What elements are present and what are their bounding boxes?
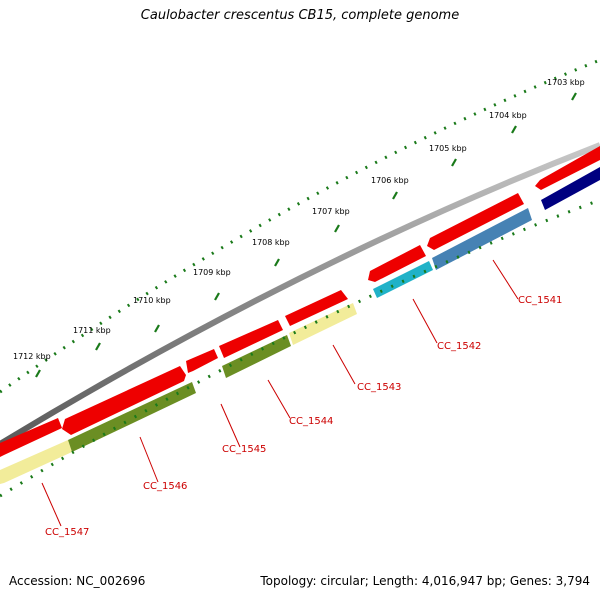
label-leaders: [41, 259, 519, 527]
ruler-dotted-arc: [0, 58, 600, 394]
ruler-tick: [95, 342, 101, 351]
feature-olive: [222, 335, 291, 378]
inner-dotted-arc: [0, 198, 600, 498]
gene-label-cc1543[interactable]: CC_1543: [357, 382, 401, 393]
cds-arrow: [427, 193, 524, 250]
cds-arrow: [368, 245, 426, 282]
ruler-label-1703: 1703 kbp: [547, 78, 585, 87]
leader-line: [267, 379, 291, 419]
ruler-label-1705: 1705 kbp: [429, 144, 467, 153]
ruler-label-1711: 1711 kbp: [73, 326, 111, 335]
genome-summary-text: Topology: circular; Length: 4,016,947 bp…: [260, 574, 590, 588]
gene-label-cc1541[interactable]: CC_1541: [518, 295, 562, 306]
gene-label-cc1547[interactable]: CC_1547: [45, 527, 89, 538]
ruler-tick: [154, 324, 160, 333]
feature-steelblue: [432, 208, 532, 270]
ruler-label-1704: 1704 kbp: [489, 111, 527, 120]
ruler-label-1708: 1708 kbp: [252, 238, 290, 247]
ruler-tick: [214, 292, 220, 301]
cds-arrow: [0, 418, 62, 457]
ruler-tick: [392, 191, 398, 200]
ruler-tick: [451, 158, 457, 167]
feature-olive: [68, 382, 196, 452]
cds-arrow: [62, 366, 186, 435]
leader-line: [41, 482, 62, 527]
feature-cyan: [373, 261, 433, 298]
ruler-label-1709: 1709 kbp: [193, 268, 231, 277]
ruler-tick: [571, 92, 577, 101]
leader-line: [492, 259, 519, 300]
ruler-tick: [35, 369, 41, 378]
feature-pale: [289, 303, 357, 345]
backbone-arc: [0, 142, 600, 447]
gene-label-cc1546[interactable]: CC_1546: [143, 481, 187, 492]
ruler-label-1707: 1707 kbp: [312, 207, 350, 216]
feature-pale: [0, 440, 72, 484]
feature-navy: [541, 167, 600, 210]
leader-line: [220, 403, 241, 448]
gene-label-cc1544[interactable]: CC_1544: [289, 416, 333, 427]
ruler-label-1706: 1706 kbp: [371, 176, 409, 185]
cds-arrow: [219, 320, 283, 358]
ruler-tick: [511, 125, 517, 134]
ruler-tick: [334, 224, 340, 233]
leader-line: [412, 298, 438, 344]
ruler-ticks: [35, 92, 577, 378]
ruler-label-1712: 1712 kbp: [13, 352, 51, 361]
leader-line: [332, 344, 356, 385]
cds-forward-track: [0, 146, 600, 457]
cds-arrow: [535, 146, 600, 190]
accession-text: Accession: NC_002696: [9, 574, 146, 588]
map-title: Caulobacter crescentus CB15, complete ge…: [140, 8, 460, 23]
cds-arrow: [186, 349, 218, 373]
ruler-tick: [274, 258, 280, 267]
gene-label-cc1545[interactable]: CC_1545: [222, 444, 266, 455]
cds-arrow: [285, 290, 348, 326]
feature-track: [0, 167, 600, 484]
gene-label-cc1542[interactable]: CC_1542: [437, 341, 481, 352]
leader-line: [139, 436, 159, 483]
ruler-label-1710: 1710 kbp: [133, 296, 171, 305]
